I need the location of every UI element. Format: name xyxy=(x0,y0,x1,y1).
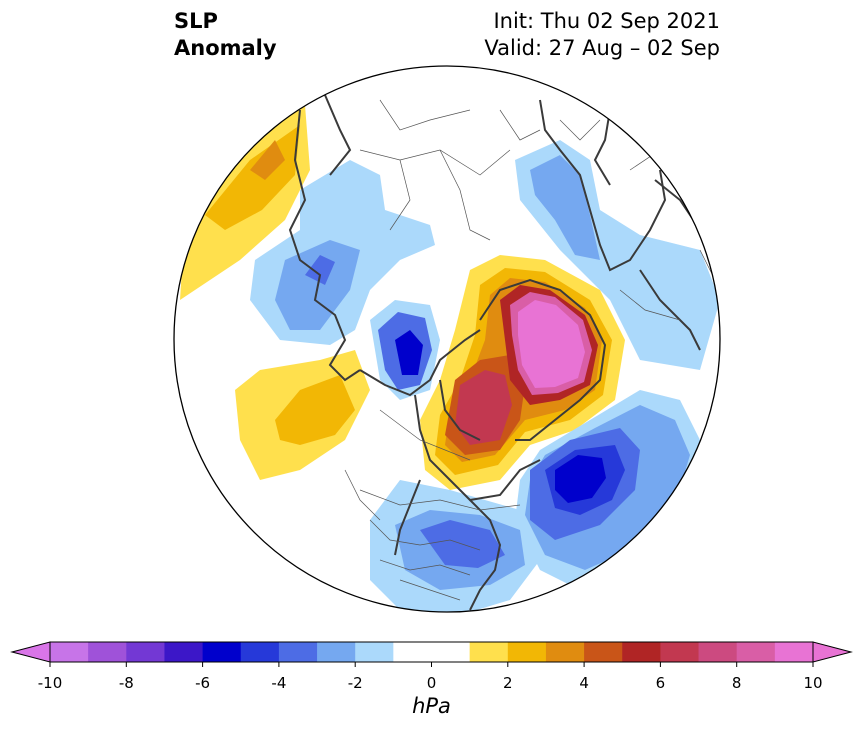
colorbar-segment xyxy=(698,642,738,662)
negative-anomaly-europe-mid xyxy=(530,155,600,260)
colorbar-segment xyxy=(240,642,280,662)
colorbar-segment xyxy=(469,642,509,662)
colorbar-tick-label: 6 xyxy=(656,674,666,692)
globe-outline xyxy=(173,65,721,613)
title-right-line2: Valid: 27 Aug – 02 Sep xyxy=(484,36,720,60)
title-left-line1: SLP xyxy=(174,9,218,33)
title-left-line2: Anomaly xyxy=(174,36,277,60)
colorbar-segment xyxy=(507,642,547,662)
colorbar-tick-label: -8 xyxy=(119,674,134,692)
colorbar-segment xyxy=(774,642,814,662)
colorbar-segment xyxy=(622,642,661,662)
colorbar-segment xyxy=(355,642,394,662)
colorbar-tick-label: 4 xyxy=(579,674,589,692)
colorbar-segment xyxy=(202,642,242,662)
colorbar-under-arrow xyxy=(10,641,51,663)
colorbar-segment xyxy=(736,642,776,662)
title-right: Init: Thu 02 Sep 2021 Valid: 27 Aug – 02… xyxy=(484,8,720,62)
anomaly-field xyxy=(174,66,720,612)
colorbar-tick-label: 2 xyxy=(503,674,513,692)
colorbar-segment xyxy=(584,642,623,662)
negative-anomaly-siberia-inner xyxy=(305,255,335,285)
positive-anomaly-nw-core xyxy=(250,140,285,180)
negative-anomaly-atlantic-core xyxy=(555,455,606,503)
colorbar-tick-label: -6 xyxy=(195,674,210,692)
colorbar: -10 -8 -6 -4 -2 0 2 4 6 8 10 xyxy=(10,641,853,692)
title-left: SLP Anomaly xyxy=(174,8,277,62)
colorbar-unit-label: hPa xyxy=(412,694,451,718)
colorbar-segment xyxy=(660,642,700,662)
colorbar-segment xyxy=(317,642,356,662)
colorbar-segment xyxy=(278,642,318,662)
colorbar-segment xyxy=(164,642,204,662)
colorbar-segment xyxy=(88,642,127,662)
colorbar-tick-label: -10 xyxy=(38,674,63,692)
colorbar-tick-label: -4 xyxy=(271,674,286,692)
colorbar-segment xyxy=(126,642,165,662)
positive-anomaly-greenland-6 xyxy=(455,370,512,445)
colorbar-ticks: -10 -8 -6 -4 -2 0 2 4 6 8 10 xyxy=(38,662,823,692)
colorbar-tick-label: 0 xyxy=(427,674,437,692)
colorbar-tick-label: -2 xyxy=(348,674,363,692)
colorbar-segments xyxy=(10,641,853,663)
colorbar-segment xyxy=(50,642,89,662)
colorbar-tick-label: 10 xyxy=(803,674,822,692)
negative-anomaly-arctic-core xyxy=(395,330,423,375)
positive-anomaly-west-inner xyxy=(275,375,355,445)
colorbar-segment xyxy=(545,642,585,662)
colorbar-tick-label: 8 xyxy=(732,674,742,692)
title-right-line1: Init: Thu 02 Sep 2021 xyxy=(493,9,720,33)
colorbar-over-arrow xyxy=(812,641,853,663)
positive-anomaly-greenland-core xyxy=(518,300,585,388)
colorbar-segment xyxy=(393,642,471,662)
polar-map xyxy=(173,65,721,613)
